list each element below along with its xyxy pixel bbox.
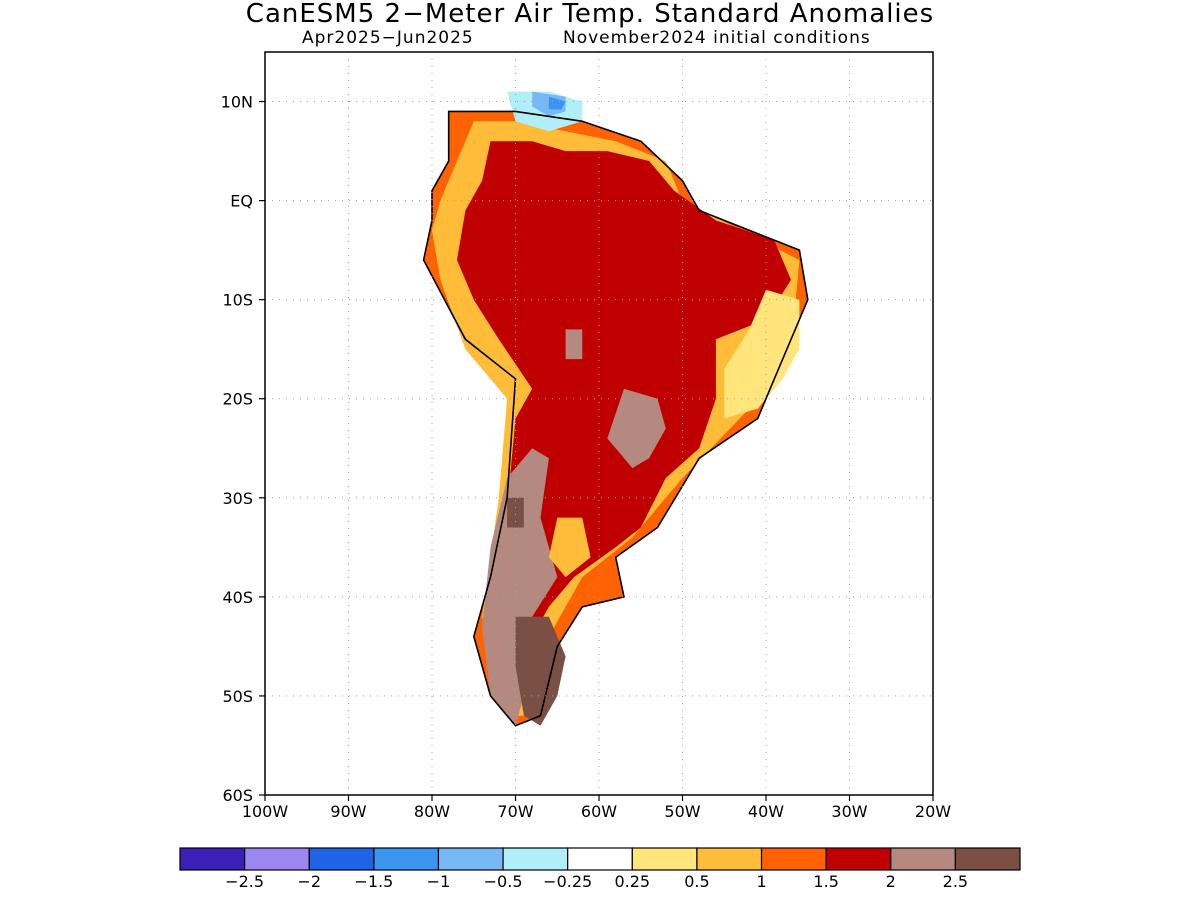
anomaly-region-7 [507, 497, 524, 528]
anomaly-region-4 [607, 388, 666, 469]
lon-tick-label-3: 70W [497, 802, 533, 821]
anomaly-region-12 [548, 96, 566, 110]
legend-swatch-8 [696, 847, 763, 871]
lon-tick-label-1: 90W [330, 802, 366, 821]
lon-tick-label-2: 80W [414, 802, 450, 821]
anomaly-region-5 [565, 329, 583, 360]
lat-tick-label-0: 10N [221, 93, 253, 112]
anomaly-region-8 [548, 517, 591, 578]
legend-swatch-11 [890, 847, 956, 871]
legend-swatch-1 [244, 847, 310, 871]
coastline [422, 110, 809, 727]
legend-label-3: −1 [427, 872, 451, 891]
lon-tick-label-6: 40W [748, 802, 784, 821]
anomaly-region-6 [515, 616, 566, 726]
initial-conditions: November2024 initial conditions [563, 28, 871, 48]
legend-label-4: −0.5 [484, 872, 523, 891]
legend-swatch-12 [954, 847, 1021, 871]
legend-label-11: 2.5 [943, 872, 968, 891]
forecast-period: Apr2025−Jun2025 [302, 28, 474, 48]
map-axes: 100W 90W 80W 70W 60W 50W 40W 30W 20W 10N EQ 10S 20S 3… [221, 93, 952, 821]
lon-tick-label-7: 30W [831, 802, 867, 821]
legend-swatch-4 [437, 847, 504, 871]
legend-label-0: −2.5 [225, 872, 264, 891]
lat-tick-label-2: 10S [222, 291, 253, 310]
lat-tick-label-3: 20S [222, 390, 253, 409]
legend-label-9: 1.5 [813, 872, 838, 891]
legend-swatch-5 [502, 847, 569, 871]
anomaly-region-3 [482, 448, 558, 726]
legend-label-8: 1 [756, 872, 766, 891]
legend-label-7: 0.5 [684, 872, 709, 891]
legend-label-1: −2 [297, 872, 321, 891]
legend-swatch-9 [760, 847, 827, 871]
lat-tick-label-5: 40S [222, 588, 253, 607]
anomaly-region-9 [724, 289, 800, 419]
legend-swatch-10 [825, 847, 892, 871]
lon-tick-label-4: 60W [581, 802, 617, 821]
lon-tick-label-0: 100W [242, 802, 289, 821]
legend-swatch-6 [567, 847, 633, 871]
lat-tick-label-1: EQ [230, 192, 253, 211]
graticule [265, 52, 933, 795]
lon-tick-label-8: 20W [915, 802, 951, 821]
lon-tick-label-5: 50W [664, 802, 700, 821]
map-title: CanESM5 2−Meter Air Temp. Standard Anoma… [245, 0, 935, 29]
legend-swatch-0 [179, 847, 246, 871]
legend-swatch-7 [631, 847, 698, 871]
lat-tick-label-7: 60S [222, 786, 253, 805]
legend-swatch-3 [373, 847, 440, 871]
legend-label-5: −0.25 [543, 872, 592, 891]
color-legend: −2.5 −2 −1.5 −1 −0.5 −0.25 0.25 0.5 1 1.5 2 2.5 [179, 847, 1021, 891]
legend-label-2: −1.5 [354, 872, 393, 891]
legend-label-10: 2 [886, 872, 896, 891]
lat-tick-label-4: 30S [222, 489, 253, 508]
legend-label-6: 0.25 [614, 872, 650, 891]
lat-tick-label-6: 50S [222, 687, 253, 706]
legend-swatch-2 [308, 847, 375, 871]
anomaly-regions [422, 91, 809, 727]
